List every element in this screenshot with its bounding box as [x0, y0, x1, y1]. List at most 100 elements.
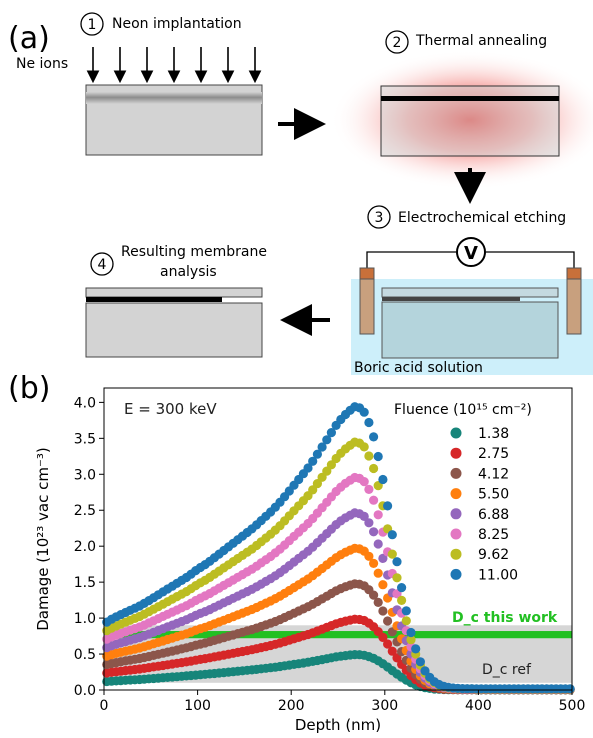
legend-marker	[450, 427, 462, 439]
step-4-result: 4 Resulting membrane analysis	[85, 244, 267, 358]
damage-layer-2	[381, 96, 559, 101]
ion-arrows	[86, 47, 262, 84]
step-3-etching: 3 Electrochemical etching V Boric acid s…	[351, 205, 593, 376]
data-point	[401, 606, 411, 616]
data-point	[322, 435, 332, 445]
data-point	[369, 527, 379, 537]
panel-b-chart: (b) 0 100 200 300 400 500 0.0 0.5 1.0 1.5 2.0 2.5 3.…	[8, 371, 585, 734]
step-2-label: Thermal annealing	[415, 33, 547, 49]
data-point	[392, 653, 402, 663]
data-point	[387, 549, 397, 559]
step-2-badge	[385, 30, 409, 54]
data-point	[401, 616, 411, 626]
voltmeter-label: V	[464, 243, 478, 264]
y-tick-label: 3.5	[74, 431, 96, 447]
x-tick-label: 300	[371, 698, 398, 714]
dc-this-work-band	[104, 631, 572, 639]
legend-marker	[450, 548, 462, 560]
data-point	[420, 666, 430, 676]
legend-marker	[450, 568, 462, 580]
energy-annotation: E = 300 keV	[124, 400, 217, 418]
sample-block-4	[85, 302, 263, 358]
data-point	[378, 553, 388, 564]
data-point	[378, 606, 388, 616]
data-point	[308, 485, 318, 495]
legend-marker	[450, 528, 462, 540]
data-point	[369, 463, 379, 474]
data-point	[364, 451, 374, 461]
etched-layer-3	[382, 297, 520, 301]
data-point	[359, 511, 369, 521]
legend-marker	[450, 508, 462, 520]
data-point	[369, 590, 379, 600]
dc-ref-label: D_c ref	[482, 662, 532, 678]
y-tick-label: 1.0	[74, 611, 96, 627]
wire-right	[486, 251, 575, 270]
y-axis-label: Damage (10²³ vac cm⁻³)	[34, 447, 52, 631]
panel-a-schematic: (a) 1 Neon implantation Ne ions	[8, 12, 593, 376]
step-1-badge	[80, 12, 104, 36]
data-point	[369, 495, 379, 505]
data-point	[383, 616, 393, 626]
legend-marker	[450, 467, 462, 479]
data-point	[359, 407, 369, 417]
data-point	[378, 580, 388, 590]
electrode-left-cap	[359, 267, 375, 280]
step-4-label-line2: analysis	[160, 264, 217, 280]
step-1-number: 1	[88, 17, 97, 33]
step-3-badge	[367, 205, 391, 229]
data-point	[359, 477, 369, 487]
y-tick-label: 2.0	[74, 539, 96, 555]
step-2-annealing: 2 Thermal annealing	[330, 30, 593, 190]
step-1-label: Neon implantation	[112, 16, 242, 32]
y-tick-label: 3.0	[74, 467, 96, 483]
voltmeter-icon	[456, 237, 486, 267]
data-point	[322, 466, 332, 476]
data-point	[369, 558, 379, 569]
legend-label: 8.25	[478, 527, 509, 543]
data-point	[373, 539, 383, 549]
legend: Fluence (10¹⁵ cm⁻²) 1.38 2.75 4.12 5.50 6.88 8…	[394, 402, 532, 583]
data-point	[378, 474, 388, 485]
data-point	[364, 518, 374, 528]
legend-label: 11.00	[478, 567, 518, 583]
electrode-right-cap	[566, 267, 582, 280]
data-point	[397, 583, 407, 593]
step-3-label: Electrochemical etching	[398, 210, 566, 226]
legend-label: 9.62	[478, 547, 509, 563]
data-point	[373, 451, 383, 462]
data-point	[383, 639, 393, 649]
x-tick-label: 0	[100, 698, 109, 714]
x-axis-label: Depth (nm)	[295, 716, 381, 734]
y-tick-label: 4.0	[74, 395, 96, 411]
legend-label: 2.75	[478, 446, 509, 462]
implanted-layer	[86, 92, 262, 104]
membrane-4	[85, 287, 263, 298]
data-point	[415, 657, 425, 667]
damage-layer-4	[86, 297, 222, 302]
data-point	[364, 484, 374, 494]
plot-frame	[103, 387, 573, 691]
solution-label: Boric acid solution	[354, 360, 483, 376]
data-point	[411, 644, 421, 654]
x-tick-label: 100	[184, 698, 211, 714]
data-point	[383, 501, 393, 511]
data-point	[565, 684, 575, 694]
panel-b-label: (b)	[8, 371, 50, 406]
dc-this-work-label: D_c this work	[452, 610, 558, 626]
legend-label: 1.38	[478, 426, 509, 442]
legend-label: 5.50	[478, 487, 509, 503]
step-4-number: 4	[98, 257, 107, 273]
series-11.00	[102, 402, 575, 694]
legend-marker	[450, 488, 462, 500]
membrane-3	[381, 287, 559, 298]
y-tick-label: 2.5	[74, 503, 96, 519]
x-tick-label: 200	[278, 698, 305, 714]
data-point	[373, 597, 383, 608]
data-point	[373, 568, 383, 578]
data-point	[312, 449, 322, 459]
data-point	[308, 456, 318, 466]
data-point	[387, 530, 397, 540]
data-point	[364, 551, 374, 561]
